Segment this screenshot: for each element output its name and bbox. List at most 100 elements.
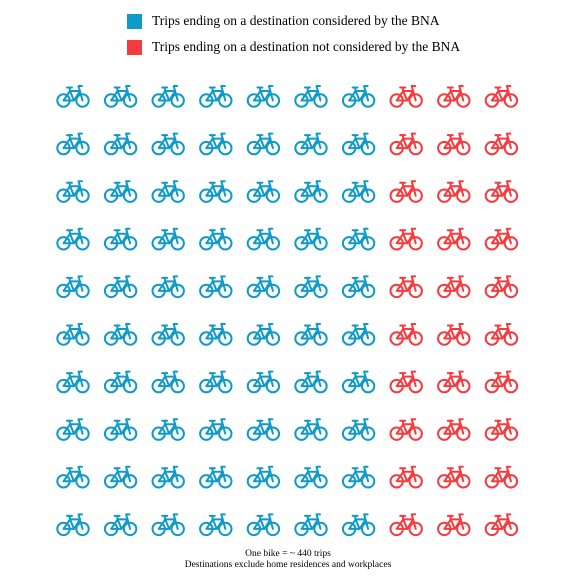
bicycle-icon	[199, 85, 233, 108]
bicycle-icon	[199, 275, 233, 299]
bicycle-icon	[484, 513, 519, 537]
bicycle-icon	[103, 418, 138, 441]
bicycle-icon	[246, 227, 281, 251]
legend-item-considered: Trips ending on a destination considered…	[127, 8, 460, 34]
bicycle-icon	[246, 323, 281, 346]
bicycle-icon	[437, 275, 471, 299]
bicycle-icon	[103, 275, 138, 299]
bicycle-icon	[246, 180, 281, 203]
caption: One bike = ~ 440 trips Destinations excl…	[0, 549, 576, 571]
bicycle-icon	[56, 275, 90, 299]
bicycle-icon	[151, 227, 185, 251]
bicycle-icon	[151, 323, 185, 346]
legend-swatch-not-considered	[127, 39, 142, 55]
bicycle-icon	[484, 465, 519, 489]
bicycle-icon	[484, 227, 519, 251]
bicycle-icon	[484, 85, 519, 108]
bicycle-icon	[56, 465, 90, 489]
bicycle-icon	[56, 370, 90, 394]
bicycle-icon	[56, 132, 90, 156]
bicycle-icon	[199, 418, 233, 441]
bicycle-icon	[56, 513, 90, 537]
bicycle-icon	[437, 227, 471, 251]
bicycle-icon	[56, 227, 90, 251]
bicycle-icon	[246, 418, 281, 441]
legend: Trips ending on a destination considered…	[127, 8, 460, 60]
bicycle-icon	[437, 132, 471, 156]
bicycle-icon	[484, 418, 519, 441]
bicycle-icon	[294, 323, 328, 346]
bicycle-icon	[56, 85, 90, 108]
bicycle-icon	[389, 85, 423, 108]
footnote: Destinations exclude home residences and…	[184, 560, 392, 570]
bicycle-icon	[246, 85, 281, 108]
bicycle-icon	[341, 323, 376, 346]
bicycle-icon	[103, 323, 138, 346]
bicycle-icon	[484, 132, 519, 156]
bicycle-icon	[341, 513, 376, 537]
legend-item-not-considered: Trips ending on a destination not consid…	[127, 34, 460, 60]
bicycle-icon	[389, 180, 423, 203]
bicycle-icon	[151, 513, 185, 537]
bicycle-icon	[389, 418, 423, 441]
bicycle-icon	[151, 132, 185, 156]
bicycle-icon	[151, 275, 185, 299]
bicycle-icon	[437, 465, 471, 489]
bicycle-icon	[199, 132, 233, 156]
bicycle-icon	[341, 275, 376, 299]
bicycle-icon	[199, 513, 233, 537]
bicycle-icon	[389, 513, 423, 537]
bicycle-icon	[199, 227, 233, 251]
bicycle-icon	[484, 275, 519, 299]
bicycle-icon	[199, 370, 233, 394]
bicycle-icon	[294, 370, 328, 394]
bicycle-icon	[437, 323, 471, 346]
bicycle-icon	[294, 227, 328, 251]
bicycle-icon	[56, 418, 90, 441]
bicycle-icon	[151, 465, 185, 489]
bicycle-icon	[151, 180, 185, 203]
bicycle-icon	[294, 85, 328, 108]
bicycle-icon	[151, 85, 185, 108]
bicycle-icon	[151, 418, 185, 441]
bicycle-icon	[341, 418, 376, 441]
bicycle-icon	[341, 132, 376, 156]
bicycle-icon	[294, 275, 328, 299]
bicycle-icon	[294, 513, 328, 537]
bicycle-icon	[389, 370, 423, 394]
bicycle-icon	[389, 275, 423, 299]
bicycle-icon	[151, 370, 185, 394]
bicycle-icon	[437, 85, 471, 108]
bicycle-icon	[103, 513, 138, 537]
bicycle-icon	[484, 323, 519, 346]
bicycle-icon	[437, 370, 471, 394]
bicycle-icon	[484, 180, 519, 203]
bicycle-icon	[199, 465, 233, 489]
bicycle-icon	[246, 370, 281, 394]
bicycle-icon	[389, 227, 423, 251]
bicycle-icon	[389, 132, 423, 156]
bicycle-icon	[341, 227, 376, 251]
bicycle-icon	[294, 180, 328, 203]
bicycle-icon	[103, 85, 138, 108]
bicycle-icon	[103, 465, 138, 489]
bicycle-icon	[437, 513, 471, 537]
legend-label-considered: Trips ending on a destination considered…	[152, 13, 440, 28]
legend-swatch-considered	[127, 13, 142, 29]
bicycle-icon	[103, 227, 138, 251]
bicycle-icon	[389, 465, 423, 489]
unit-note: One bike = ~ 440 trips	[245, 549, 331, 559]
bicycle-icon	[103, 370, 138, 394]
bicycle-icon	[437, 418, 471, 441]
bicycle-icon	[341, 370, 376, 394]
bicycle-icon	[341, 85, 376, 108]
bicycle-icon	[294, 418, 328, 441]
bicycle-icon	[246, 132, 281, 156]
bicycle-icon	[341, 180, 376, 203]
bicycle-icon	[246, 275, 281, 299]
bicycle-icon	[103, 180, 138, 203]
bicycle-icon	[294, 132, 328, 156]
bicycle-icon	[437, 180, 471, 203]
bicycle-icon	[246, 513, 281, 537]
bicycle-icon	[199, 323, 233, 346]
